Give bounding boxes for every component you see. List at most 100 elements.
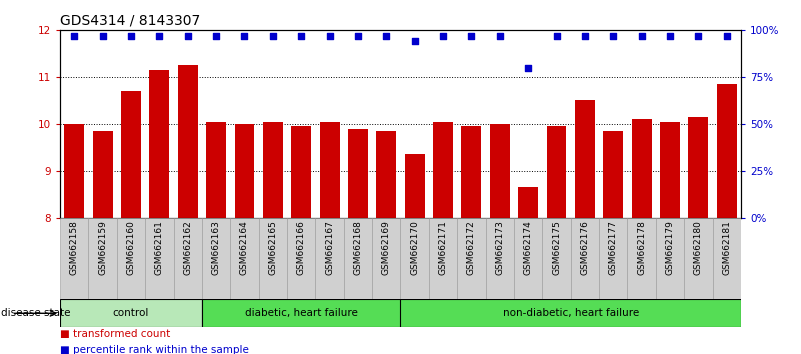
Bar	[263, 121, 283, 218]
Text: GSM662173: GSM662173	[495, 220, 505, 275]
Text: GSM662162: GSM662162	[183, 220, 192, 275]
Bar	[93, 131, 113, 218]
Bar	[433, 121, 453, 218]
Bar	[570, 218, 599, 299]
Text: GSM662172: GSM662172	[467, 220, 476, 275]
Text: GSM662170: GSM662170	[410, 220, 419, 275]
Text: GSM662161: GSM662161	[155, 220, 164, 275]
Text: ■ percentile rank within the sample: ■ percentile rank within the sample	[60, 345, 249, 354]
Point	[720, 33, 733, 39]
Bar	[400, 299, 741, 327]
Bar	[121, 91, 141, 218]
Text: disease state: disease state	[1, 308, 70, 318]
Bar	[546, 126, 566, 218]
Bar	[514, 218, 542, 299]
Point	[210, 33, 223, 39]
Point	[96, 33, 109, 39]
Bar	[235, 124, 255, 218]
Point	[493, 33, 506, 39]
Bar	[174, 218, 202, 299]
Text: GSM662179: GSM662179	[666, 220, 674, 275]
Bar	[145, 218, 174, 299]
Bar	[660, 121, 680, 218]
Bar	[202, 299, 400, 327]
Bar	[231, 218, 259, 299]
Text: GSM662177: GSM662177	[609, 220, 618, 275]
Bar	[320, 121, 340, 218]
Bar	[405, 154, 425, 218]
Text: GSM662180: GSM662180	[694, 220, 702, 275]
Bar	[632, 119, 651, 218]
Bar	[88, 218, 117, 299]
Point	[295, 33, 308, 39]
Text: ■ transformed count: ■ transformed count	[60, 329, 171, 339]
Point	[437, 33, 449, 39]
Bar	[400, 218, 429, 299]
Text: diabetic, heart failure: diabetic, heart failure	[245, 308, 358, 318]
Point	[409, 39, 421, 44]
Bar	[150, 70, 169, 218]
Text: non-diabetic, heart failure: non-diabetic, heart failure	[502, 308, 639, 318]
Bar	[372, 218, 400, 299]
Bar	[292, 126, 311, 218]
Bar	[60, 218, 88, 299]
Bar	[316, 218, 344, 299]
Point	[181, 33, 194, 39]
Text: GSM662178: GSM662178	[637, 220, 646, 275]
Text: GSM662164: GSM662164	[240, 220, 249, 275]
Point	[692, 33, 705, 39]
Point	[125, 33, 138, 39]
Point	[607, 33, 620, 39]
Bar	[60, 299, 202, 327]
Bar	[713, 218, 741, 299]
Bar	[344, 218, 372, 299]
Bar	[575, 101, 595, 218]
Bar	[627, 218, 656, 299]
Bar	[518, 187, 538, 218]
Text: GSM662158: GSM662158	[70, 220, 78, 275]
Point	[267, 33, 280, 39]
Text: GSM662174: GSM662174	[524, 220, 533, 275]
Bar	[64, 124, 84, 218]
Bar	[376, 131, 396, 218]
Bar	[485, 218, 514, 299]
Text: GSM662168: GSM662168	[353, 220, 362, 275]
Text: GSM662165: GSM662165	[268, 220, 277, 275]
Point	[550, 33, 563, 39]
Bar	[717, 84, 737, 218]
Point	[323, 33, 336, 39]
Bar	[599, 218, 627, 299]
Bar	[490, 124, 509, 218]
Bar	[206, 121, 226, 218]
Text: GDS4314 / 8143307: GDS4314 / 8143307	[60, 13, 200, 28]
Point	[68, 33, 81, 39]
Bar	[178, 65, 198, 218]
Point	[352, 33, 364, 39]
Bar	[461, 126, 481, 218]
Text: GSM662171: GSM662171	[439, 220, 448, 275]
Bar	[457, 218, 485, 299]
Point	[465, 33, 478, 39]
Bar	[348, 129, 368, 218]
Text: GSM662167: GSM662167	[325, 220, 334, 275]
Text: GSM662181: GSM662181	[723, 220, 731, 275]
Point	[578, 33, 591, 39]
Bar	[684, 218, 713, 299]
Text: GSM662175: GSM662175	[552, 220, 561, 275]
Point	[635, 33, 648, 39]
Bar	[287, 218, 316, 299]
Text: GSM662166: GSM662166	[296, 220, 306, 275]
Point	[663, 33, 676, 39]
Text: GSM662169: GSM662169	[382, 220, 391, 275]
Point	[521, 65, 534, 70]
Text: GSM662159: GSM662159	[99, 220, 107, 275]
Bar	[202, 218, 231, 299]
Point	[153, 33, 166, 39]
Bar	[259, 218, 287, 299]
Bar	[542, 218, 570, 299]
Bar	[429, 218, 457, 299]
Text: GSM662163: GSM662163	[211, 220, 220, 275]
Bar	[603, 131, 623, 218]
Bar	[117, 218, 145, 299]
Bar	[688, 117, 708, 218]
